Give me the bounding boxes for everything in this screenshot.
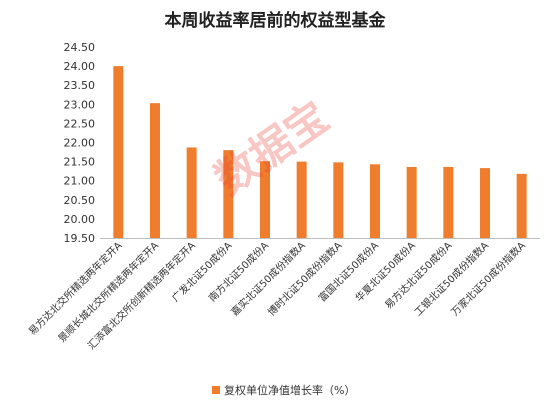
bar [480,168,490,238]
bar [406,166,417,238]
watermark: 数据宝 [206,92,337,204]
y-tick-label: 21.00 [64,175,96,188]
x-tick-label: 富国北证50成份A [316,239,382,305]
legend: 复权单位净值增长率（%） [212,383,355,397]
x-tick-label: 广发北证50成份A [169,239,235,305]
y-tick-label: 22.00 [64,137,96,150]
y-tick-label: 23.00 [64,98,96,111]
y-tick-label: 20.50 [64,194,96,207]
y-axis: 19.50 20.00 20.50 21.00 21.50 22.00 22.50 23.00… [64,41,96,245]
x-tick-label: 易方达北证50成份A [382,239,455,312]
bar [223,150,234,238]
y-tick-label: 21.50 [64,156,96,169]
y-tick-label: 23.50 [64,79,96,92]
y-tick-label: 24.50 [64,41,96,54]
legend-label: 复权单位净值增长率（%） [224,383,355,397]
y-tick-label: 22.50 [64,117,96,130]
bars [113,66,527,239]
y-tick-label: 19.50 [64,232,96,245]
bar [333,162,344,238]
x-tick-label: 华夏北证50成份A [352,239,418,305]
bar [113,66,124,238]
bar [260,161,270,238]
bar [296,161,307,238]
bar [443,166,454,238]
chart-title: 本周收益率居前的权益型基金 [165,10,387,31]
y-tick-label: 24.00 [64,60,96,73]
x-axis: 易方达北交所精选两年定开A景顺长城北交所精选两年定开A汇添富北交所创新精选两年定… [26,238,540,352]
bar [370,164,380,238]
bar [150,103,160,239]
bar [516,173,527,238]
y-tick-label: 20.00 [64,213,96,226]
legend-swatch [212,386,220,394]
x-tick-label: 南方北证50成份A [206,239,272,305]
bar [186,147,197,238]
